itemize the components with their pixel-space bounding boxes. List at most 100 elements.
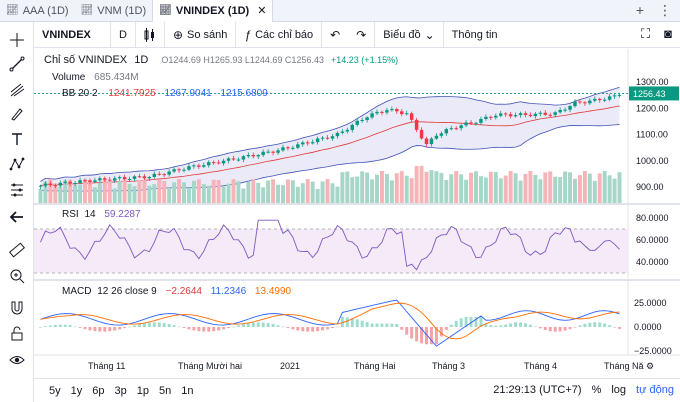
volume-bar <box>221 186 226 203</box>
macd-histogram-bar <box>321 327 325 331</box>
candle-body <box>370 113 374 118</box>
volume-bar <box>513 173 518 203</box>
range-1y[interactable]: 1y <box>70 384 83 397</box>
add-tab-icon[interactable]: + <box>635 2 644 18</box>
macd-histogram-bar <box>192 327 196 331</box>
macd-histogram-bar <box>608 325 612 327</box>
candle-body <box>236 159 241 161</box>
range-1n[interactable]: 1n <box>181 384 194 397</box>
macd-histogram-bar <box>152 322 156 327</box>
percent-toggle[interactable]: % <box>591 384 602 396</box>
range-1p[interactable]: 1p <box>136 384 149 397</box>
macd-histogram-bar <box>593 322 597 327</box>
more-menu-icon[interactable]: ⋮ <box>658 2 672 18</box>
candle-body <box>593 98 597 101</box>
macd-histogram-bar <box>311 327 315 332</box>
bb-legend[interactable]: BB 20 2 1241.7925 1267.9041 1215.6809 <box>62 88 268 99</box>
volume-bar <box>182 182 186 203</box>
macd-legend[interactable]: MACD 12 26 close 9 −2.2644 11.2346 13.49… <box>62 286 291 297</box>
volume-bar <box>414 165 419 203</box>
candle-body <box>63 181 67 183</box>
macd-histogram-bar <box>128 326 132 328</box>
zoom-in-icon[interactable] <box>7 266 27 286</box>
range-6p[interactable]: 6p <box>92 384 105 397</box>
pattern-icon[interactable] <box>7 154 27 174</box>
pitchfork-icon[interactable] <box>7 80 27 100</box>
candle-body <box>439 133 444 136</box>
magnet-icon[interactable] <box>7 298 27 318</box>
candles-style-button[interactable] <box>134 21 164 48</box>
macd-histogram-bar <box>509 323 513 327</box>
macd-histogram-bar <box>330 327 334 329</box>
candle-body <box>335 132 340 137</box>
tab-vnm[interactable]: 📈︎ VNM (1D) <box>75 0 153 22</box>
trend-line-icon[interactable] <box>7 54 27 74</box>
chart-type-button[interactable]: Biểu đồ ⌄ <box>374 21 442 48</box>
candle-body <box>543 112 548 115</box>
compare-button[interactable]: ⊕ So sánh <box>163 21 235 48</box>
forecast-icon[interactable] <box>7 180 27 200</box>
ruler-icon[interactable] <box>7 240 27 260</box>
tab-aaa[interactable]: 📈︎ AAA (1D) <box>0 0 75 22</box>
text-icon[interactable] <box>7 129 27 149</box>
volume-bar <box>226 183 231 203</box>
rsi-legend[interactable]: RSI 14 59.2287 <box>62 209 141 220</box>
crosshair-icon[interactable] <box>7 30 27 50</box>
volume-bar <box>127 183 132 203</box>
chart-tab-icon: 📈︎ <box>159 5 172 16</box>
volume-legend[interactable]: Volume 685.434M <box>52 72 139 83</box>
volume-bar <box>330 183 335 203</box>
candle-body <box>122 177 127 180</box>
candle-body <box>162 174 166 176</box>
arrow-left-icon[interactable] <box>7 207 27 227</box>
candle-body <box>583 102 587 104</box>
candle-body <box>558 110 562 113</box>
log-toggle[interactable]: log <box>611 384 627 396</box>
macd-histogram-bar <box>588 322 592 327</box>
range-5y[interactable]: 5y <box>49 384 61 397</box>
drawing-toolbar <box>0 22 34 402</box>
volume-bar <box>73 185 78 203</box>
macd-histogram-bar <box>489 325 493 327</box>
interval-button[interactable]: D <box>110 21 135 48</box>
macd-histogram-bar <box>464 316 468 327</box>
macd-histogram-bar <box>558 327 562 332</box>
macd-histogram-bar <box>533 326 537 328</box>
volume-bar <box>97 182 102 203</box>
candle-body <box>513 115 518 117</box>
hide-drawings-icon[interactable] <box>7 350 27 370</box>
clock-time[interactable]: 21:29:13 (UTC+7) <box>493 384 582 396</box>
symbol-search[interactable]: VNINDEX <box>34 22 110 48</box>
macd-histogram-bar <box>167 324 171 327</box>
macd-histogram-bar <box>474 316 478 327</box>
range-5n[interactable]: 5n <box>159 384 172 397</box>
volume-bar <box>290 180 295 203</box>
fullscreen-icon[interactable]: ⛶ <box>641 26 651 41</box>
lock-drawings-icon[interactable] <box>7 324 27 344</box>
range-3p[interactable]: 3p <box>114 384 127 397</box>
undo-button[interactable]: ↶ <box>321 21 348 48</box>
volume-bar <box>384 173 389 203</box>
brush-icon[interactable] <box>7 104 27 124</box>
candle-body <box>241 156 246 160</box>
redo-button[interactable]: ↷ <box>348 22 374 48</box>
macd-histogram-bar <box>197 327 201 332</box>
camera-icon[interactable]: ◙ <box>664 26 672 41</box>
info-button[interactable]: Thông tin <box>442 21 506 48</box>
redo-icon: ↷ <box>356 27 367 42</box>
tab-vnindex[interactable]: 📈︎ VNINDEX (1D) ✕ <box>152 0 274 22</box>
close-tab-icon[interactable]: ✕ <box>257 5 267 17</box>
candle-body <box>207 162 211 166</box>
candle-body <box>459 125 463 129</box>
volume-bar <box>206 185 211 203</box>
auto-scale-toggle[interactable]: tự động <box>636 384 674 396</box>
volume-bar <box>191 180 196 203</box>
volume-bar <box>523 173 528 203</box>
volume-bar <box>617 172 622 203</box>
volume-bar <box>266 180 271 203</box>
volume-bar <box>419 165 424 203</box>
volume-bar <box>92 187 97 203</box>
price-chart[interactable]: 1256.43 1300.00 1200.00 1100.00 1000.00 900.0… <box>34 49 680 378</box>
indicators-button[interactable]: ƒ Các chỉ báo <box>235 21 321 48</box>
macd-histogram-bar <box>123 327 127 329</box>
